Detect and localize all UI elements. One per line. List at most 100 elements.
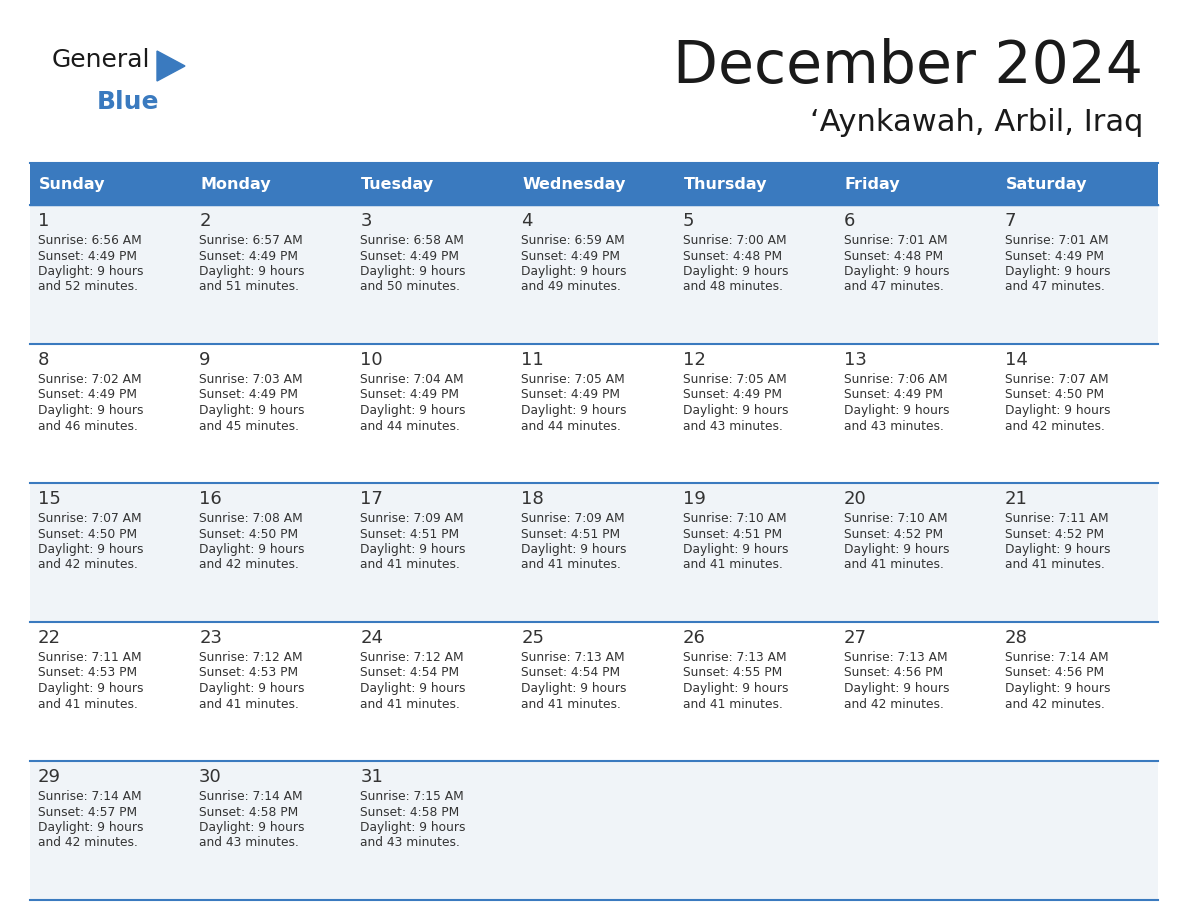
Text: Sunrise: 7:14 AM: Sunrise: 7:14 AM <box>1005 651 1108 664</box>
Text: Daylight: 9 hours: Daylight: 9 hours <box>360 821 466 834</box>
Text: 12: 12 <box>683 351 706 369</box>
Text: 17: 17 <box>360 490 384 508</box>
Text: Sunset: 4:54 PM: Sunset: 4:54 PM <box>360 666 460 679</box>
Text: 10: 10 <box>360 351 383 369</box>
Text: Monday: Monday <box>200 176 271 192</box>
Text: Sunrise: 7:13 AM: Sunrise: 7:13 AM <box>522 651 625 664</box>
Bar <box>30 205 1158 344</box>
Text: and 43 minutes.: and 43 minutes. <box>843 420 943 432</box>
Text: Sunset: 4:48 PM: Sunset: 4:48 PM <box>843 250 943 263</box>
Text: Sunset: 4:49 PM: Sunset: 4:49 PM <box>200 250 298 263</box>
Text: Sunset: 4:49 PM: Sunset: 4:49 PM <box>360 388 460 401</box>
Text: Daylight: 9 hours: Daylight: 9 hours <box>683 265 788 278</box>
Text: 14: 14 <box>1005 351 1028 369</box>
Text: Sunrise: 7:09 AM: Sunrise: 7:09 AM <box>522 512 625 525</box>
Text: and 52 minutes.: and 52 minutes. <box>38 281 138 294</box>
Text: Sunset: 4:56 PM: Sunset: 4:56 PM <box>1005 666 1104 679</box>
Text: 2: 2 <box>200 212 210 230</box>
Text: and 43 minutes.: and 43 minutes. <box>683 420 783 432</box>
Text: Daylight: 9 hours: Daylight: 9 hours <box>360 265 466 278</box>
Text: Sunrise: 7:12 AM: Sunrise: 7:12 AM <box>200 651 303 664</box>
Text: Sunrise: 6:59 AM: Sunrise: 6:59 AM <box>522 234 625 247</box>
Text: Daylight: 9 hours: Daylight: 9 hours <box>200 821 304 834</box>
Text: Sunrise: 7:14 AM: Sunrise: 7:14 AM <box>200 790 303 803</box>
Text: Daylight: 9 hours: Daylight: 9 hours <box>683 404 788 417</box>
Text: Sunrise: 7:03 AM: Sunrise: 7:03 AM <box>200 373 303 386</box>
Text: and 51 minutes.: and 51 minutes. <box>200 281 299 294</box>
Text: Daylight: 9 hours: Daylight: 9 hours <box>200 404 304 417</box>
Text: and 41 minutes.: and 41 minutes. <box>200 698 299 711</box>
Text: 16: 16 <box>200 490 222 508</box>
Bar <box>835 163 997 205</box>
Text: Sunday: Sunday <box>39 176 106 192</box>
Text: 20: 20 <box>843 490 866 508</box>
Text: Daylight: 9 hours: Daylight: 9 hours <box>522 682 627 695</box>
Bar <box>30 622 1158 761</box>
Text: 3: 3 <box>360 212 372 230</box>
Text: Daylight: 9 hours: Daylight: 9 hours <box>522 404 627 417</box>
Text: Sunset: 4:53 PM: Sunset: 4:53 PM <box>38 666 137 679</box>
Text: and 47 minutes.: and 47 minutes. <box>1005 281 1105 294</box>
Bar <box>675 163 835 205</box>
Text: Daylight: 9 hours: Daylight: 9 hours <box>38 404 144 417</box>
Text: and 43 minutes.: and 43 minutes. <box>360 836 460 849</box>
Text: 31: 31 <box>360 768 384 786</box>
Text: Sunrise: 7:13 AM: Sunrise: 7:13 AM <box>683 651 786 664</box>
Text: 15: 15 <box>38 490 61 508</box>
Text: and 41 minutes.: and 41 minutes. <box>38 698 138 711</box>
Text: 6: 6 <box>843 212 855 230</box>
Text: Sunset: 4:49 PM: Sunset: 4:49 PM <box>360 250 460 263</box>
Text: Daylight: 9 hours: Daylight: 9 hours <box>38 821 144 834</box>
Text: Sunrise: 7:06 AM: Sunrise: 7:06 AM <box>843 373 947 386</box>
Text: 24: 24 <box>360 629 384 647</box>
Text: Friday: Friday <box>845 176 901 192</box>
Text: and 46 minutes.: and 46 minutes. <box>38 420 138 432</box>
Text: and 49 minutes.: and 49 minutes. <box>522 281 621 294</box>
Text: 8: 8 <box>38 351 50 369</box>
Text: Daylight: 9 hours: Daylight: 9 hours <box>1005 682 1111 695</box>
Text: Daylight: 9 hours: Daylight: 9 hours <box>360 682 466 695</box>
Text: Tuesday: Tuesday <box>361 176 435 192</box>
Text: Daylight: 9 hours: Daylight: 9 hours <box>38 682 144 695</box>
Text: Sunset: 4:58 PM: Sunset: 4:58 PM <box>200 805 298 819</box>
Text: 5: 5 <box>683 212 694 230</box>
Text: Daylight: 9 hours: Daylight: 9 hours <box>38 265 144 278</box>
Text: Sunrise: 7:12 AM: Sunrise: 7:12 AM <box>360 651 463 664</box>
Text: and 42 minutes.: and 42 minutes. <box>200 558 299 572</box>
Text: Sunset: 4:51 PM: Sunset: 4:51 PM <box>683 528 782 541</box>
Text: Sunset: 4:49 PM: Sunset: 4:49 PM <box>843 388 943 401</box>
Text: and 42 minutes.: and 42 minutes. <box>38 558 138 572</box>
Text: Wednesday: Wednesday <box>523 176 626 192</box>
Text: Sunset: 4:49 PM: Sunset: 4:49 PM <box>522 250 620 263</box>
Text: Sunset: 4:50 PM: Sunset: 4:50 PM <box>1005 388 1104 401</box>
Text: Sunrise: 7:07 AM: Sunrise: 7:07 AM <box>1005 373 1108 386</box>
Text: Sunrise: 7:10 AM: Sunrise: 7:10 AM <box>843 512 947 525</box>
Text: Sunrise: 7:05 AM: Sunrise: 7:05 AM <box>522 373 625 386</box>
Bar <box>30 344 1158 483</box>
Text: Daylight: 9 hours: Daylight: 9 hours <box>1005 265 1111 278</box>
Text: Sunset: 4:51 PM: Sunset: 4:51 PM <box>360 528 460 541</box>
Text: 30: 30 <box>200 768 222 786</box>
Bar <box>30 163 191 205</box>
Text: 28: 28 <box>1005 629 1028 647</box>
Text: Daylight: 9 hours: Daylight: 9 hours <box>1005 404 1111 417</box>
Bar <box>191 163 353 205</box>
Text: and 41 minutes.: and 41 minutes. <box>522 558 621 572</box>
Text: and 48 minutes.: and 48 minutes. <box>683 281 783 294</box>
Text: Sunrise: 7:07 AM: Sunrise: 7:07 AM <box>38 512 141 525</box>
Text: Sunrise: 7:15 AM: Sunrise: 7:15 AM <box>360 790 465 803</box>
Text: Sunset: 4:56 PM: Sunset: 4:56 PM <box>843 666 943 679</box>
Text: Daylight: 9 hours: Daylight: 9 hours <box>38 543 144 556</box>
Text: and 44 minutes.: and 44 minutes. <box>522 420 621 432</box>
Text: Saturday: Saturday <box>1006 176 1087 192</box>
Text: ‘Aynkawah, Arbil, Iraq: ‘Aynkawah, Arbil, Iraq <box>810 108 1143 137</box>
Text: Sunrise: 6:58 AM: Sunrise: 6:58 AM <box>360 234 465 247</box>
Text: 11: 11 <box>522 351 544 369</box>
Text: Sunset: 4:51 PM: Sunset: 4:51 PM <box>522 528 620 541</box>
Text: December 2024: December 2024 <box>672 38 1143 95</box>
Text: 1: 1 <box>38 212 50 230</box>
Text: Daylight: 9 hours: Daylight: 9 hours <box>1005 543 1111 556</box>
Text: Sunrise: 6:57 AM: Sunrise: 6:57 AM <box>200 234 303 247</box>
Text: and 42 minutes.: and 42 minutes. <box>1005 698 1105 711</box>
Text: and 43 minutes.: and 43 minutes. <box>200 836 299 849</box>
